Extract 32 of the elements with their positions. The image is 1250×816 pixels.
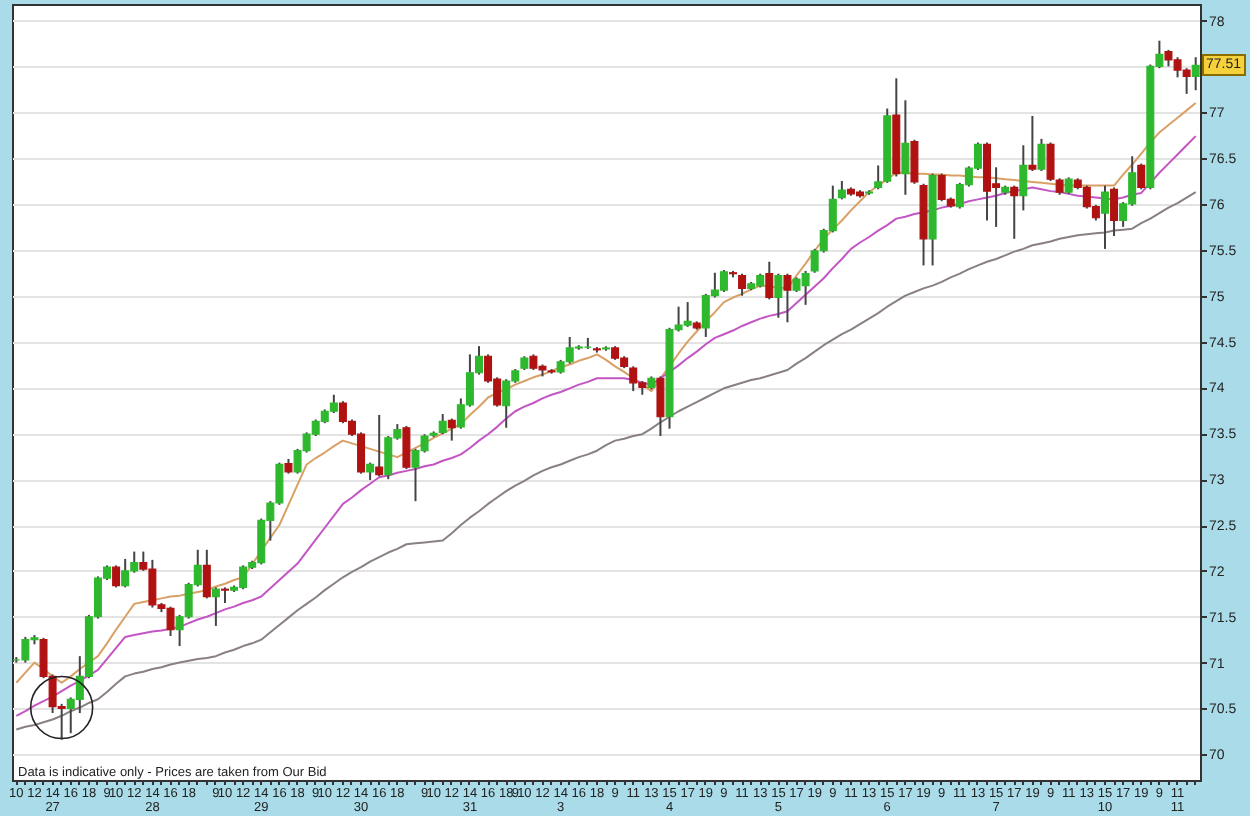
candlestick	[1191, 56, 1200, 92]
candlestick	[121, 557, 130, 589]
candlestick	[910, 138, 919, 185]
candlestick	[837, 180, 846, 201]
candlestick	[629, 365, 638, 393]
candlestick	[765, 260, 774, 301]
candlestick	[447, 417, 456, 442]
candlestick	[375, 413, 384, 478]
candlestick	[438, 413, 447, 436]
candlestick	[202, 548, 211, 600]
candlestick	[901, 99, 910, 196]
candlestick	[683, 301, 692, 328]
candlestick	[1028, 114, 1037, 172]
candlestick	[1037, 137, 1046, 172]
candlestick	[738, 272, 747, 297]
candlestick	[1137, 162, 1146, 191]
candlestick	[402, 424, 411, 471]
candlestick	[983, 141, 992, 222]
candlestick	[502, 378, 511, 429]
candlestick	[220, 586, 229, 604]
candlestick	[783, 272, 792, 324]
candlestick	[211, 586, 220, 627]
candlestick	[1010, 184, 1019, 240]
candlestick	[1019, 144, 1028, 212]
candlestick	[719, 269, 728, 294]
candlestick	[329, 393, 338, 415]
candlestick	[1110, 186, 1119, 238]
candlestick	[656, 375, 665, 438]
candlestick	[384, 435, 393, 481]
candlestick	[112, 564, 121, 589]
candlestick	[1100, 184, 1109, 250]
candlestick	[774, 272, 783, 319]
